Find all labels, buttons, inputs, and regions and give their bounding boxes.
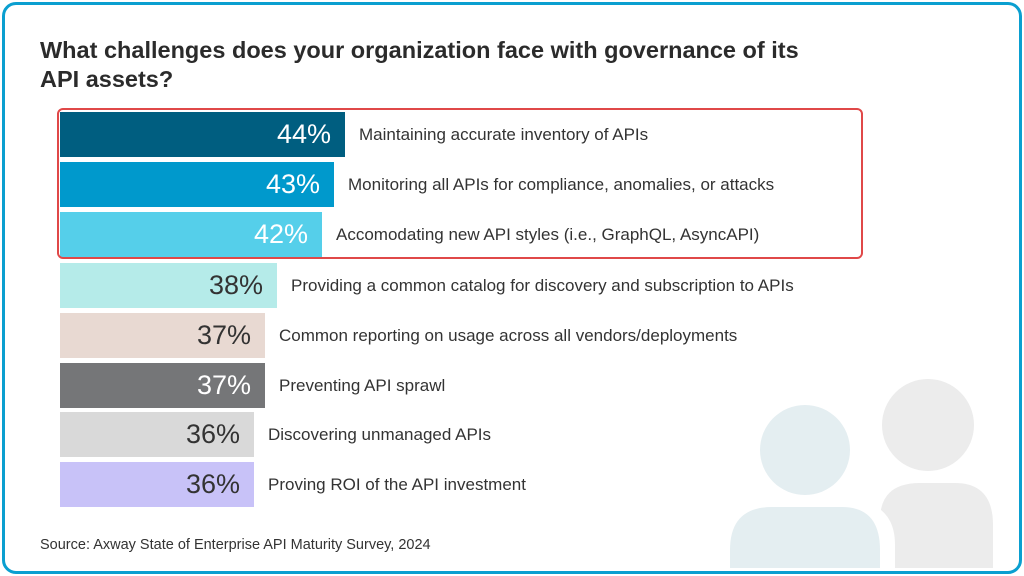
bar bbox=[60, 162, 334, 207]
bar bbox=[60, 263, 277, 308]
category-label: Proving ROI of the API investment bbox=[268, 475, 526, 494]
bar-value-label: 37% bbox=[196, 320, 251, 350]
bar bbox=[60, 462, 254, 507]
bar bbox=[60, 112, 345, 157]
category-label: Monitoring all APIs for compliance, anom… bbox=[348, 175, 775, 194]
source-note: Source: Axway State of Enterprise API Ma… bbox=[40, 537, 431, 553]
bar bbox=[60, 363, 265, 408]
chart-title: What challenges does your organization f… bbox=[40, 37, 799, 92]
bar bbox=[60, 313, 265, 358]
person-back-head bbox=[882, 379, 974, 471]
bar-value-label: 36% bbox=[185, 469, 240, 499]
category-label: Accomodating new API styles (i.e., Graph… bbox=[336, 225, 760, 244]
category-label: Providing a common catalog for discovery… bbox=[291, 276, 794, 295]
category-label: Common reporting on usage across all ven… bbox=[279, 326, 738, 345]
bar-value-label: 37% bbox=[196, 370, 251, 400]
category-label: Preventing API sprawl bbox=[279, 376, 446, 395]
category-label: Discovering unmanaged APIs bbox=[268, 425, 492, 444]
bar bbox=[60, 212, 322, 257]
person-front-body bbox=[730, 507, 880, 568]
bar-value-label: 42% bbox=[253, 219, 308, 249]
bar-value-label: 44% bbox=[276, 119, 331, 149]
bar-value-label: 43% bbox=[265, 169, 320, 199]
bar-value-label: 38% bbox=[208, 270, 263, 300]
person-back-body bbox=[880, 483, 993, 568]
bar bbox=[60, 412, 254, 457]
person-front-head bbox=[760, 405, 850, 495]
category-label: Maintaining accurate inventory of APIs bbox=[359, 125, 649, 144]
bar-value-label: 36% bbox=[185, 419, 240, 449]
highlight-box bbox=[57, 108, 863, 259]
